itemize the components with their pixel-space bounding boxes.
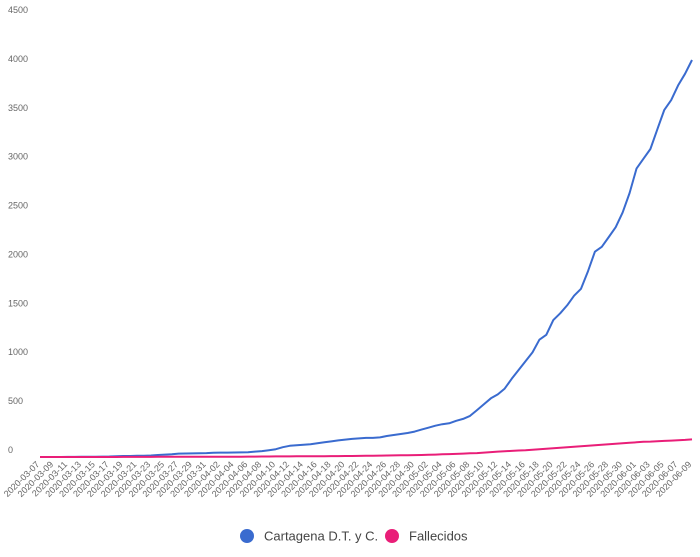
y-tick-label: 4000 (8, 54, 28, 64)
data-line (40, 438, 693, 458)
legend-marker (240, 529, 254, 543)
legend-label: Cartagena D.T. y C. (264, 528, 378, 543)
y-tick-label: 1500 (8, 298, 28, 308)
y-tick-label: 3500 (8, 103, 28, 113)
y-tick-label: 0 (8, 445, 13, 455)
legend-label: Fallecidos (409, 528, 468, 543)
y-tick-label: 4500 (8, 5, 28, 15)
y-tick-label: 2000 (8, 249, 28, 259)
y-tick-label: 500 (8, 396, 23, 406)
data-line (40, 59, 693, 458)
y-tick-label: 2500 (8, 201, 28, 211)
y-tick-label: 3000 (8, 152, 28, 162)
y-tick-label: 1000 (8, 347, 28, 357)
legend-marker (385, 529, 399, 543)
